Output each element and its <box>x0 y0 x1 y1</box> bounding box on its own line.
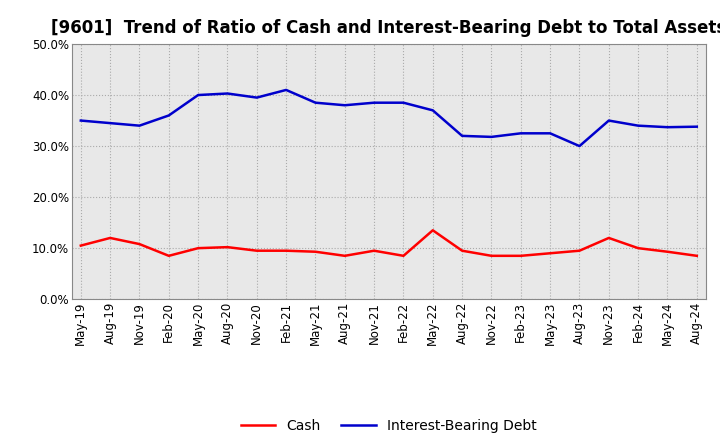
Cash <box>634 246 642 251</box>
Interest-Bearing Debt <box>663 125 672 130</box>
Interest-Bearing Debt <box>282 87 290 92</box>
Cash <box>370 248 379 253</box>
Cash <box>458 248 467 253</box>
Cash <box>605 235 613 241</box>
Interest-Bearing Debt <box>370 100 379 105</box>
Cash <box>693 253 701 258</box>
Interest-Bearing Debt <box>164 113 173 118</box>
Interest-Bearing Debt <box>311 100 320 105</box>
Cash <box>282 248 290 253</box>
Line: Interest-Bearing Debt: Interest-Bearing Debt <box>81 90 697 146</box>
Interest-Bearing Debt <box>575 143 584 149</box>
Interest-Bearing Debt <box>106 121 114 126</box>
Cash <box>399 253 408 258</box>
Interest-Bearing Debt <box>428 108 437 113</box>
Cash <box>546 251 554 256</box>
Interest-Bearing Debt <box>516 131 525 136</box>
Cash <box>428 227 437 233</box>
Interest-Bearing Debt <box>546 131 554 136</box>
Interest-Bearing Debt <box>605 118 613 123</box>
Cash <box>311 249 320 254</box>
Interest-Bearing Debt <box>135 123 144 128</box>
Cash <box>106 235 114 241</box>
Interest-Bearing Debt <box>693 124 701 129</box>
Cash <box>663 249 672 254</box>
Interest-Bearing Debt <box>399 100 408 105</box>
Line: Cash: Cash <box>81 230 697 256</box>
Cash <box>76 243 85 248</box>
Cash <box>164 253 173 258</box>
Interest-Bearing Debt <box>223 91 232 96</box>
Legend: Cash, Interest-Bearing Debt: Cash, Interest-Bearing Debt <box>235 413 543 438</box>
Interest-Bearing Debt <box>194 92 202 98</box>
Cash <box>253 248 261 253</box>
Cash <box>194 246 202 251</box>
Interest-Bearing Debt <box>253 95 261 100</box>
Cash <box>516 253 525 258</box>
Interest-Bearing Debt <box>458 133 467 139</box>
Cash <box>487 253 496 258</box>
Cash <box>341 253 349 258</box>
Cash <box>135 242 144 247</box>
Interest-Bearing Debt <box>341 103 349 108</box>
Cash <box>575 248 584 253</box>
Interest-Bearing Debt <box>487 134 496 139</box>
Cash <box>223 245 232 250</box>
Title: [9601]  Trend of Ratio of Cash and Interest-Bearing Debt to Total Assets: [9601] Trend of Ratio of Cash and Intere… <box>51 19 720 37</box>
Interest-Bearing Debt <box>76 118 85 123</box>
Interest-Bearing Debt <box>634 123 642 128</box>
